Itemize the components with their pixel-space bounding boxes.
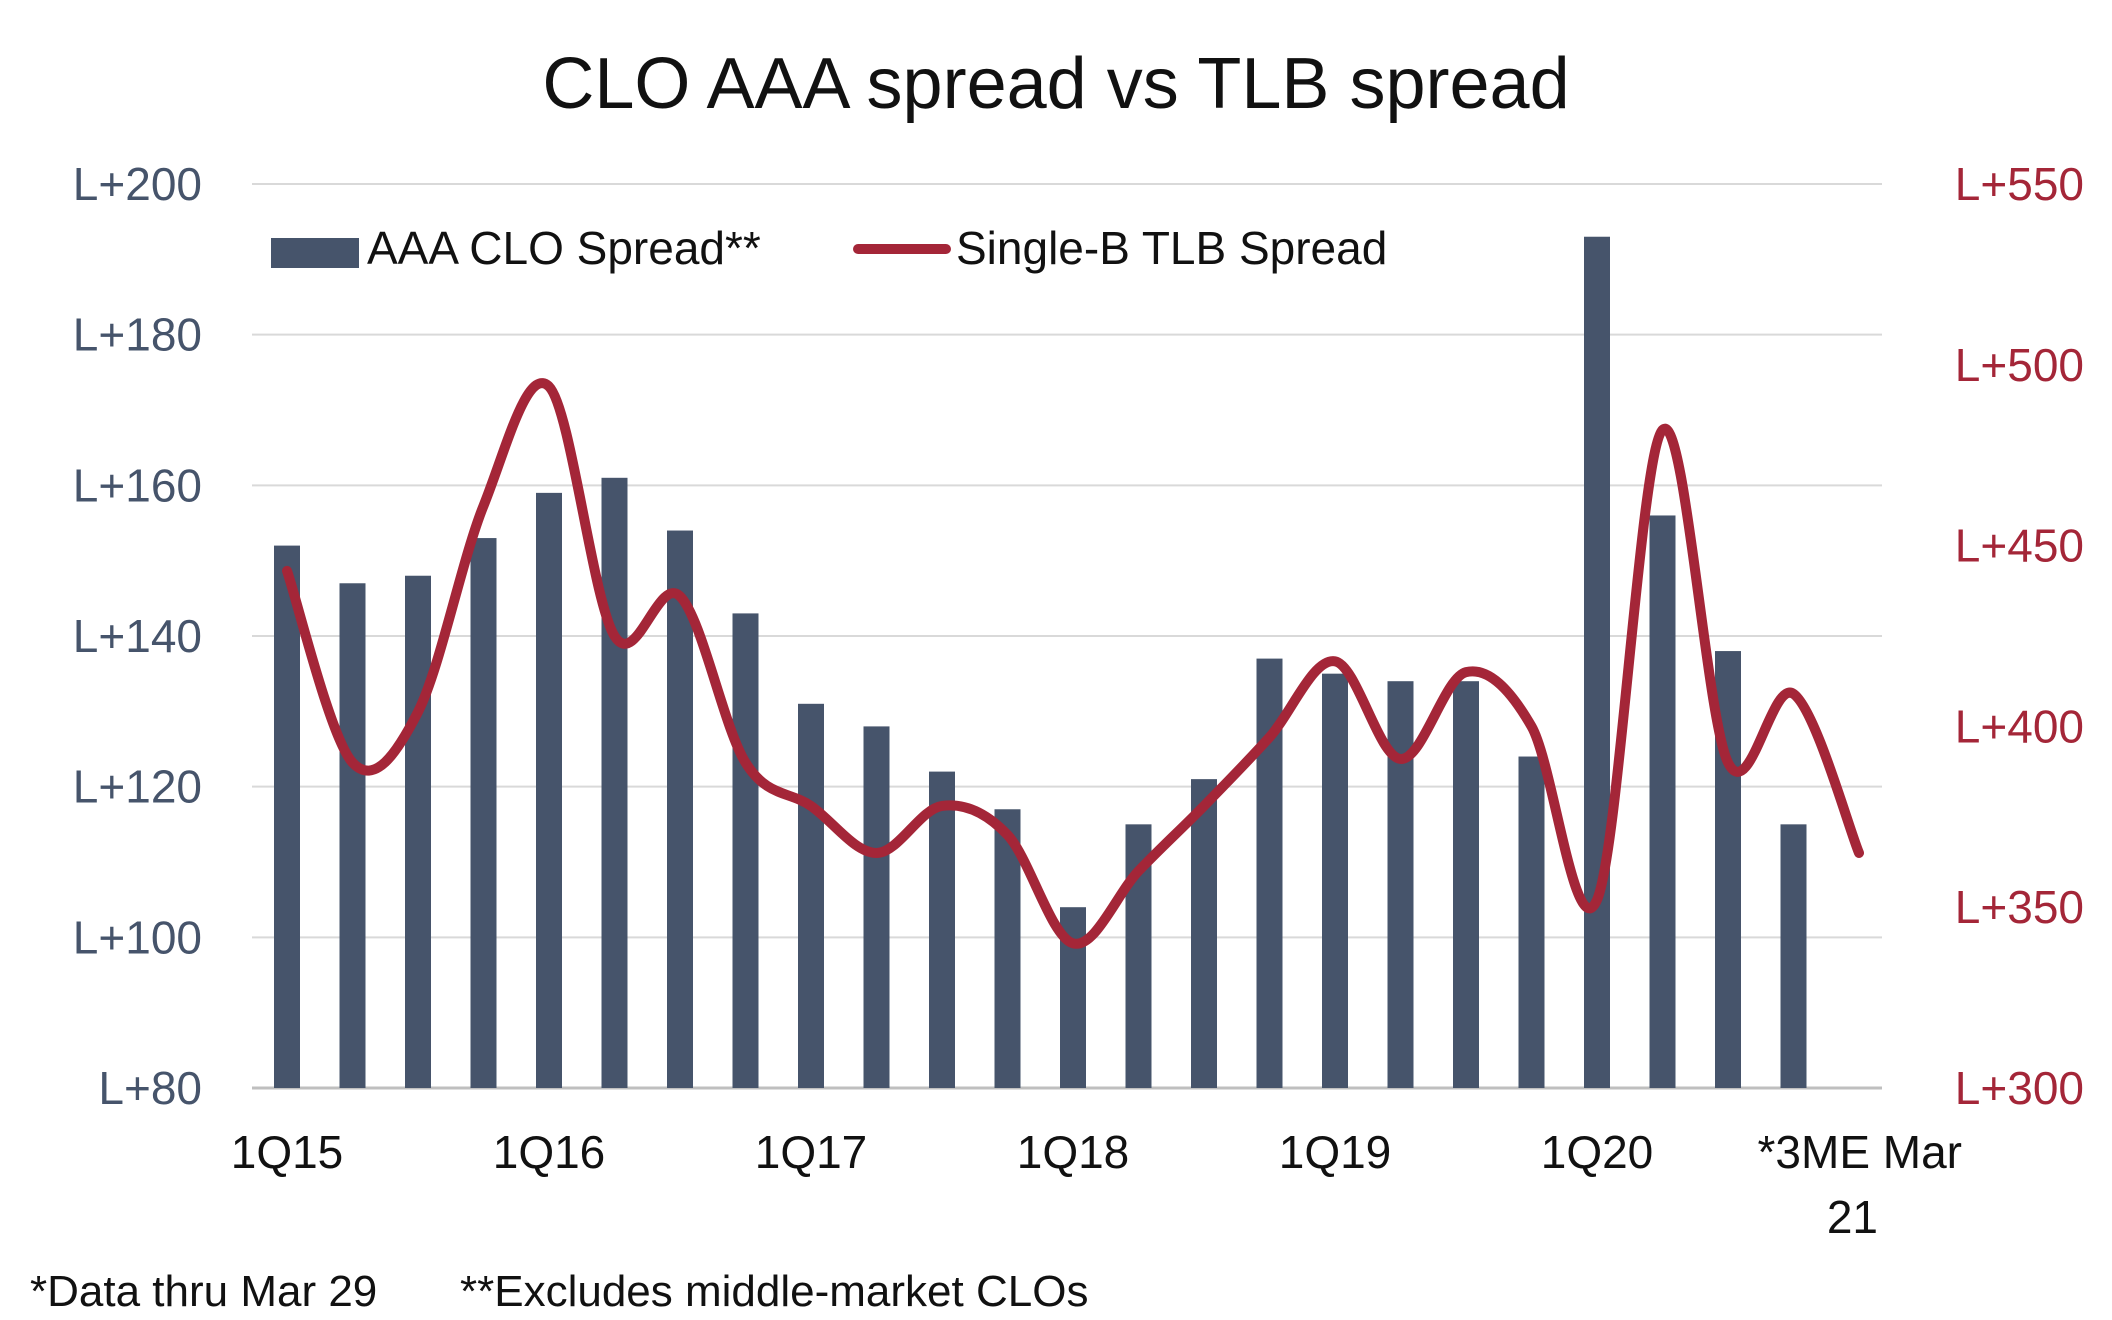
- bar-2q16: [601, 477, 628, 1088]
- bar-4q20: [1780, 824, 1807, 1088]
- bar-4q15: [470, 538, 497, 1088]
- x-tick-label: 1Q19: [1279, 1126, 1392, 1178]
- gridlines: [252, 183, 1882, 1090]
- y-left-tick-label: L+100: [73, 911, 202, 963]
- bar-4q16: [732, 613, 759, 1088]
- y-left-tick-label: L+120: [73, 761, 202, 813]
- footnote-data-thru: *Data thru Mar 29: [30, 1267, 377, 1316]
- chart-title: CLO AAA spread vs TLB spread: [542, 44, 1569, 124]
- bar-1q16: [536, 492, 562, 1088]
- y-left-tick-label: L+140: [73, 610, 202, 662]
- bar-3q18: [1191, 779, 1217, 1088]
- bar-series: [274, 236, 1807, 1088]
- legend: AAA CLO Spread** Single-B TLB Spread: [271, 222, 1387, 274]
- y-left-tick-label: L+80: [98, 1062, 202, 1114]
- bar-1q15: [274, 545, 300, 1088]
- bar-4q19: [1518, 756, 1545, 1088]
- x-tick-label: 1Q17: [755, 1126, 868, 1178]
- legend-label-single-b-tlb: Single-B TLB Spread: [956, 222, 1387, 274]
- bar-3q16: [667, 530, 693, 1088]
- bar-2q17: [863, 726, 890, 1088]
- y-right-tick-label: L+400: [1955, 700, 2084, 752]
- bar-3q19: [1453, 681, 1479, 1088]
- y-right-tick-label: L+550: [1955, 158, 2084, 210]
- x-tick-label: 21: [1827, 1191, 1878, 1243]
- bar-2q19: [1387, 681, 1414, 1088]
- y-right-tick-label: L+450: [1955, 520, 2084, 572]
- axes: L+80 L+100 L+120 L+140 L+160 L+180 L+200 L+300 L…: [73, 158, 2084, 1243]
- bar-1q19: [1322, 673, 1348, 1088]
- legend-label-aaa-clo: AAA CLO Spread**: [367, 222, 761, 274]
- x-tick-label: *3ME Mar: [1758, 1126, 1962, 1178]
- y-left-tick-label: L+200: [73, 158, 202, 210]
- bar-1q17: [798, 703, 824, 1088]
- footnote-excludes: **Excludes middle-market CLOs: [460, 1267, 1088, 1316]
- legend-swatch-aaa-clo: [271, 238, 359, 268]
- bar-2q15: [339, 583, 366, 1088]
- y-right-tick-label: L+350: [1955, 881, 2084, 933]
- bar-3q15: [405, 575, 431, 1088]
- x-tick-label: 1Q16: [493, 1126, 606, 1178]
- line-single-b-tlb-spread: [282, 378, 1864, 949]
- y-right-tick-label: L+500: [1955, 339, 2084, 391]
- bar-1q20: [1584, 236, 1610, 1088]
- y-left-tick-label: L+160: [73, 459, 202, 511]
- line-series: [282, 378, 1864, 949]
- x-tick-label: 1Q18: [1017, 1126, 1130, 1178]
- x-tick-label: 1Q20: [1541, 1126, 1654, 1178]
- x-tick-label: 1Q15: [231, 1126, 344, 1178]
- bar-3q17: [929, 771, 955, 1088]
- y-right-tick-label: L+300: [1955, 1062, 2084, 1114]
- y-left-tick-label: L+180: [73, 309, 202, 361]
- bar-2q20: [1649, 515, 1676, 1088]
